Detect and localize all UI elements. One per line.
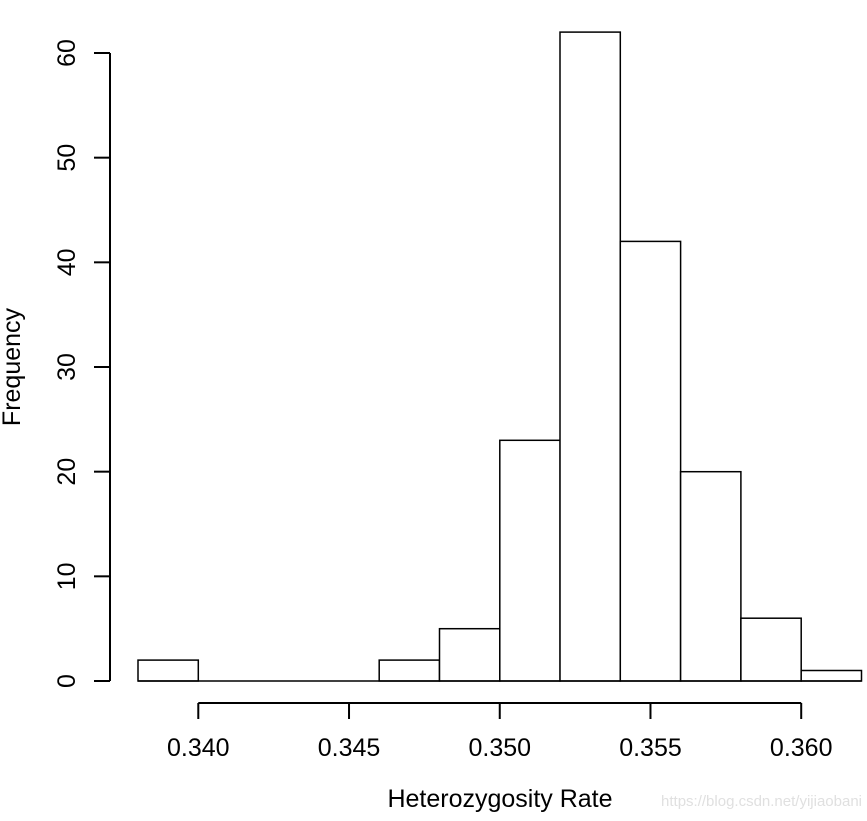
y-tick-label: 40 (53, 248, 81, 276)
bars-group (137, 31, 863, 682)
x-axis-title: Heterozygosity Rate (387, 785, 612, 813)
x-tick-label: 0.350 (468, 734, 531, 762)
histogram-bar (137, 659, 200, 682)
histogram-bar (800, 669, 863, 682)
histogram-bar (378, 659, 441, 682)
axes-group: 0 10 20 30 40 50 60 0.340 0.345 0.350 0.355 0.360 (53, 39, 832, 762)
histogram-bar (559, 31, 622, 682)
y-axis-title: Frequency (0, 307, 26, 426)
x-tick-label: 0.340 (167, 734, 230, 762)
x-tick-label: 0.345 (318, 734, 381, 762)
y-tick-label: 10 (53, 562, 81, 590)
histogram-bar (619, 240, 682, 682)
histogram-bar (499, 439, 561, 682)
y-tick-label: 0 (53, 674, 81, 688)
x-tick-label: 0.355 (619, 734, 682, 762)
histogram-bar (438, 627, 501, 682)
x-tick-label: 0.360 (770, 734, 833, 762)
y-tick-label: 60 (53, 39, 81, 67)
y-tick-label: 20 (53, 458, 81, 486)
watermark-text: https://blog.csdn.net/yijiaobani (661, 793, 862, 810)
histogram-bar (740, 617, 802, 682)
y-tick-label: 30 (53, 353, 81, 381)
y-tick-label: 50 (53, 144, 81, 172)
histogram-bar (679, 470, 742, 682)
